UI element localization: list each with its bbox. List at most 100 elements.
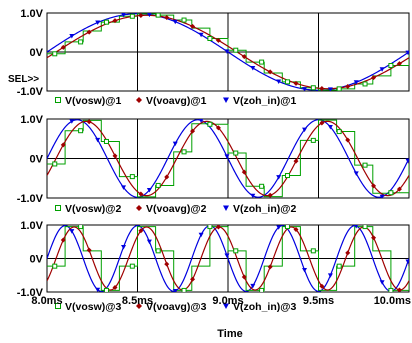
marker-vosw <box>129 13 135 19</box>
marker-zoh-in <box>379 280 385 285</box>
marker-zoh-in <box>198 232 204 238</box>
marker-vosw <box>103 138 109 144</box>
series-vosw <box>47 226 409 291</box>
marker-voavg <box>293 227 299 233</box>
marker-zoh-in <box>95 137 101 143</box>
marker-zoh-in <box>198 119 204 123</box>
legend-marker-vosw <box>55 205 61 211</box>
legend-marker-voavg <box>136 205 142 211</box>
marker-zoh-in <box>327 273 333 278</box>
marker-zoh-in <box>405 259 409 264</box>
marker-zoh-in <box>69 119 75 124</box>
marker-voavg <box>86 29 92 35</box>
marker-vosw <box>233 47 239 53</box>
marker-vosw <box>284 79 290 85</box>
x-tick-label: 10.0ms <box>374 295 411 307</box>
legend: V(vosw)@3 V(voavg)@3 V(zoh_in)@3 <box>55 301 296 313</box>
marker-vosw <box>103 287 109 292</box>
legend-label: V(zoh_in)@3 <box>233 301 296 313</box>
marker-vosw <box>310 137 316 143</box>
marker-vosw <box>103 19 109 25</box>
legend-label: V(vosw)@3 <box>65 301 121 313</box>
marker-voavg <box>112 18 118 24</box>
marker-voavg <box>215 125 221 131</box>
legend-label: V(vosw)@1 <box>65 95 121 107</box>
marker-voavg <box>164 15 170 21</box>
marker-zoh-in <box>405 158 409 164</box>
legend-marker-zoh-in <box>223 205 229 211</box>
marker-voavg <box>293 80 299 86</box>
legend-marker-voavg <box>136 97 142 103</box>
marker-zoh-in <box>95 287 101 292</box>
marker-voavg <box>293 158 299 164</box>
marker-vosw <box>362 162 368 168</box>
marker-vosw <box>362 81 368 87</box>
series-zoh-in <box>47 119 409 198</box>
marker-zoh-in <box>69 229 75 234</box>
marker-voavg <box>241 169 247 175</box>
marker-voavg <box>86 119 92 125</box>
marker-voavg <box>241 274 247 280</box>
marker-zoh-in <box>121 13 126 18</box>
marker-vosw <box>207 35 213 41</box>
legend-marker-voavg <box>136 303 142 309</box>
marker-vosw <box>233 150 239 156</box>
marker-voavg <box>112 284 118 290</box>
marker-zoh-in <box>172 19 178 25</box>
legend-label: V(zoh_in)@1 <box>233 95 296 107</box>
marker-vosw <box>259 183 265 189</box>
marker-zoh-in <box>250 193 256 198</box>
x-tick-label: 8.5ms <box>122 295 153 307</box>
marker-vosw <box>181 17 187 23</box>
marker-zoh-in <box>224 253 230 259</box>
marker-voavg <box>190 23 196 29</box>
y-tick-label: -1.0V <box>17 193 44 205</box>
marker-zoh-in <box>146 188 152 193</box>
marker-zoh-in <box>198 32 204 38</box>
marker-zoh-in <box>250 283 256 289</box>
legend: V(vosw)@2 V(voavg)@2 V(zoh_in)@2 <box>55 203 296 215</box>
series-vosw <box>47 119 409 198</box>
marker-voavg <box>60 237 66 243</box>
marker-voavg <box>319 120 325 126</box>
marker-vosw <box>233 248 239 254</box>
marker-zoh-in <box>302 87 308 91</box>
panel-3: 1.0V 0V -1.0V V(vosw)@3 V(voavg)@3 V(zoh_in)@… <box>17 220 410 313</box>
sel-marker: SEL>> <box>8 74 39 85</box>
y-tick-label: -1.0V <box>17 287 44 299</box>
legend-marker-vosw <box>55 97 61 103</box>
legend-marker-zoh-in <box>223 303 229 309</box>
marker-vosw <box>129 263 135 269</box>
panel-2: 1.0V 0V -1.0V V(vosw)@2 V(voavg)@2 V(zoh_in)@… <box>17 114 410 215</box>
y-tick-label: 0V <box>30 154 44 166</box>
marker-vosw <box>129 174 135 180</box>
y-tick-label: 0V <box>30 47 44 59</box>
marker-vosw <box>310 85 316 91</box>
marker-zoh-in <box>327 124 333 130</box>
marker-voavg <box>267 69 273 75</box>
y-tick-label: 0V <box>30 254 44 266</box>
series-group <box>47 13 409 91</box>
marker-zoh-in <box>276 225 282 230</box>
marker-vosw <box>284 225 290 230</box>
y-tick-label: 1.0V <box>20 114 43 126</box>
marker-voavg <box>60 142 66 148</box>
marker-zoh-in <box>172 289 178 292</box>
marker-voavg <box>396 186 402 192</box>
legend-label: V(zoh_in)@2 <box>233 203 296 215</box>
marker-voavg <box>241 54 247 60</box>
legend-label: V(vosw)@2 <box>65 203 121 215</box>
x-tick-label: 8.0ms <box>31 295 62 307</box>
marker-voavg <box>215 225 221 230</box>
marker-voavg <box>60 44 66 50</box>
marker-vosw <box>78 128 84 134</box>
marker-zoh-in <box>121 185 127 190</box>
marker-voavg <box>319 86 325 91</box>
marker-voavg <box>267 264 273 270</box>
marker-voavg <box>215 37 221 43</box>
legend-label: V(voavg)@1 <box>146 95 207 107</box>
legend-marker-zoh-in <box>223 97 229 103</box>
y-tick-label: -1.0V <box>17 86 44 98</box>
marker-vosw <box>155 182 161 188</box>
